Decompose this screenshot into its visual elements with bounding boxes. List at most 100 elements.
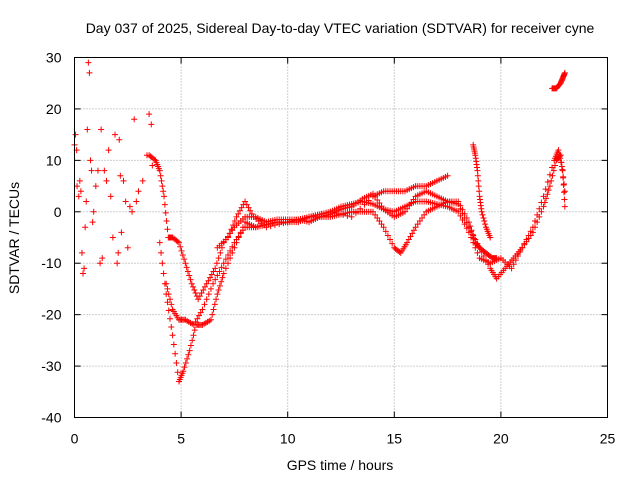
data-point-fill	[301, 214, 308, 221]
data-point	[207, 316, 214, 323]
data-point	[126, 203, 133, 210]
data-point-fill	[229, 227, 236, 234]
data-point-fill	[168, 323, 175, 330]
data-point-fill	[416, 218, 423, 225]
data-point-fill	[419, 214, 426, 221]
data-point	[120, 177, 127, 184]
data-point	[557, 152, 564, 159]
grid	[74, 57, 608, 418]
data-point-fill	[550, 167, 557, 174]
data-point-fill	[542, 186, 549, 193]
data-point-fill	[559, 166, 566, 173]
data-point-fill	[203, 296, 210, 303]
data-point-fill	[544, 191, 551, 198]
data-point-fill	[218, 264, 225, 271]
data-point-fill	[194, 315, 201, 322]
data-point	[380, 224, 387, 231]
data-point	[98, 126, 105, 133]
data-point-fill	[243, 201, 250, 208]
data-point-fill	[318, 210, 325, 217]
data-point-fill	[207, 285, 214, 292]
data-point-fill	[457, 205, 464, 212]
data-point-fill	[541, 199, 548, 206]
data-point-fill	[556, 153, 563, 160]
data-point-fill	[190, 332, 197, 339]
data-point-fill	[190, 283, 197, 290]
data-point	[555, 147, 562, 154]
data-point-fill	[267, 223, 274, 230]
data-point-fill	[216, 268, 223, 275]
data-point-fill	[527, 232, 534, 239]
data-point-fill	[525, 235, 532, 242]
data-point-fill	[200, 286, 207, 293]
data-point	[444, 172, 451, 179]
data-point	[561, 203, 568, 210]
data-point	[75, 193, 82, 200]
data-point	[105, 147, 112, 154]
data-point-fill	[160, 188, 167, 195]
data-point-fill	[323, 209, 330, 216]
data-point-fill	[187, 342, 194, 349]
data-point	[99, 255, 106, 262]
data-point-fill	[205, 291, 212, 298]
data-point-fill	[396, 248, 403, 255]
data-point-fill	[178, 247, 185, 254]
data-point	[129, 208, 136, 215]
data-point	[139, 177, 146, 184]
data-point	[474, 167, 481, 174]
data-point-fill	[237, 230, 244, 237]
data-point-fill	[235, 210, 242, 217]
data-point-fill	[230, 222, 237, 229]
data-point-fill	[470, 239, 477, 246]
data-point-fill	[207, 274, 214, 281]
data-point-fill	[248, 210, 255, 217]
data-point	[146, 111, 153, 118]
data-point	[401, 208, 408, 215]
data-point	[116, 136, 123, 143]
data-point	[199, 306, 206, 313]
data-point	[78, 249, 85, 256]
data-point	[212, 265, 219, 272]
data-point	[97, 260, 104, 267]
data-point	[163, 280, 170, 287]
data-point-fill	[189, 337, 196, 344]
data-point-fill	[183, 264, 190, 271]
data-point-fill	[213, 296, 220, 303]
data-point-fill	[461, 221, 468, 228]
data-point	[242, 198, 249, 205]
data-point	[369, 208, 376, 215]
data-point-fill	[548, 177, 555, 184]
x-tick-label: 5	[177, 431, 185, 447]
data-point-fill	[463, 225, 470, 232]
data-point-fill	[276, 221, 283, 228]
data-point	[103, 177, 110, 184]
data-point-fill	[229, 243, 236, 250]
data-point-fill	[162, 209, 169, 216]
data-point-fill	[384, 232, 391, 239]
data-point	[529, 229, 536, 236]
data-point-fill	[407, 233, 414, 240]
data-point	[109, 234, 116, 241]
data-point-fill	[181, 364, 188, 371]
data-point-fill	[474, 240, 481, 247]
data-point-fill	[167, 315, 174, 322]
data-point-fill	[374, 214, 381, 221]
data-point	[122, 198, 129, 205]
data-point	[114, 260, 121, 267]
data-point-fill	[561, 189, 568, 196]
data-point	[412, 224, 419, 231]
data-point-fill	[534, 219, 541, 226]
data-point-fill	[310, 212, 317, 219]
data-point	[188, 280, 195, 287]
data-point-fill	[219, 274, 226, 281]
data-point-fill	[211, 301, 218, 308]
data-point	[76, 177, 83, 184]
data-point-fill	[159, 183, 166, 190]
data-point-fill	[297, 215, 304, 222]
data-point	[175, 239, 182, 246]
data-point-fill	[239, 227, 246, 234]
data-point-fill	[538, 208, 545, 215]
data-point-fill	[210, 306, 217, 313]
y-tick-label: 10	[46, 152, 62, 168]
data-point-fill	[235, 233, 242, 240]
